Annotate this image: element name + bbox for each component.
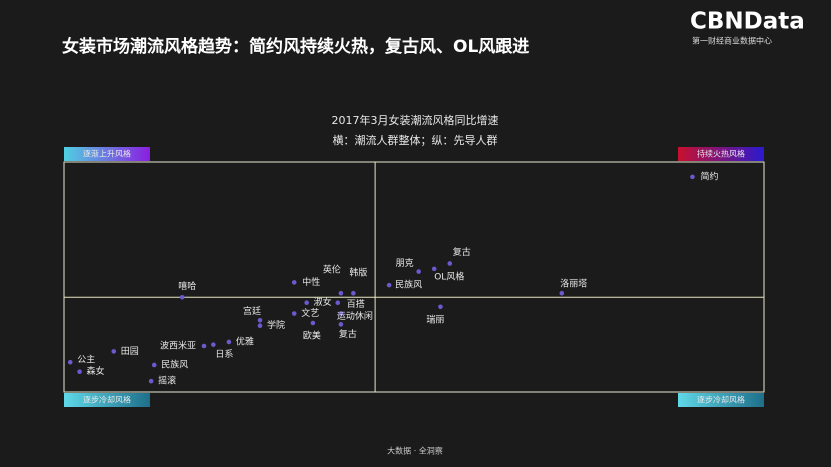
point <box>304 300 309 306</box>
logo-tagline: 第一财经商业数据中心 <box>692 36 772 46</box>
point-label: 摇滚 <box>158 375 176 387</box>
point <box>690 174 695 180</box>
point-label: 复古 <box>453 246 471 258</box>
point-label: 瑞丽 <box>426 313 444 325</box>
quadrant-tag <box>64 147 150 161</box>
point <box>148 378 154 384</box>
quadrant-tag <box>678 393 764 407</box>
chart-title: 2017年3月女装潮流风格同比增速 <box>332 113 499 127</box>
point <box>291 311 297 316</box>
point-label: 复古 <box>339 328 357 340</box>
point <box>559 290 565 296</box>
point-label: 民族风 <box>395 279 422 291</box>
point <box>431 266 437 272</box>
quadrant-label: 持续火热风格 <box>697 149 745 159</box>
point <box>338 311 344 316</box>
point <box>447 261 453 266</box>
point-label: 百搭 <box>347 298 365 310</box>
point-label: 英伦 <box>323 264 341 276</box>
point <box>179 294 185 300</box>
point <box>351 290 356 296</box>
point-label: 宫廷 <box>243 305 261 317</box>
quadrant-label: 逐步冷却风格 <box>697 395 745 405</box>
point <box>335 300 341 306</box>
point <box>257 323 263 329</box>
point <box>211 342 216 347</box>
point <box>338 290 344 296</box>
point <box>438 304 443 310</box>
quadrant-tag <box>64 393 150 407</box>
point <box>77 369 82 375</box>
point-label: 森女 <box>87 365 105 377</box>
plot-frame <box>63 161 765 393</box>
point <box>386 282 392 288</box>
point-label: 淑女 <box>314 296 332 308</box>
chart-subtitle: 横：潮流人群整体；纵：先导人群 <box>333 133 498 147</box>
point-label: 公主 <box>77 354 95 366</box>
point <box>416 269 421 274</box>
point-label: 简约 <box>700 170 718 182</box>
point <box>111 349 117 354</box>
point-label: 欧美 <box>303 330 321 342</box>
point-label: 中性 <box>302 276 320 288</box>
point <box>257 317 263 323</box>
point-label: 洛丽塔 <box>560 278 587 290</box>
point-label: 学院 <box>267 319 285 331</box>
page-title: 女装市场潮流风格趋势：简约风持续火热，复古风、OL风跟进 <box>62 36 529 57</box>
point <box>226 339 232 345</box>
point-label: 朋克 <box>396 258 414 269</box>
point-label: 民族风 <box>161 358 188 370</box>
quadrant-tag <box>678 147 764 161</box>
point <box>291 280 297 285</box>
point <box>201 343 207 349</box>
point <box>151 362 157 368</box>
point-label: 文艺 <box>301 307 319 319</box>
point-label: OL风格 <box>434 270 464 282</box>
point-label: 田园 <box>121 346 139 357</box>
point-label: 嘻哈 <box>178 280 196 292</box>
point <box>338 322 344 327</box>
point-label: 波西米亚 <box>160 340 196 352</box>
point <box>67 359 73 365</box>
quadrant-label: 逐步冷却风格 <box>83 395 131 405</box>
quadrant-label: 逐渐上升风格 <box>83 149 131 159</box>
point-label: 韩版 <box>349 267 367 279</box>
point-label: 运动休闲 <box>337 310 373 322</box>
point <box>310 320 316 326</box>
footer: 大数据 · 全洞察 <box>387 446 443 456</box>
point-label: 日系 <box>215 349 233 360</box>
point-label: 优雅 <box>236 335 254 347</box>
logo: CBNData <box>690 9 805 35</box>
